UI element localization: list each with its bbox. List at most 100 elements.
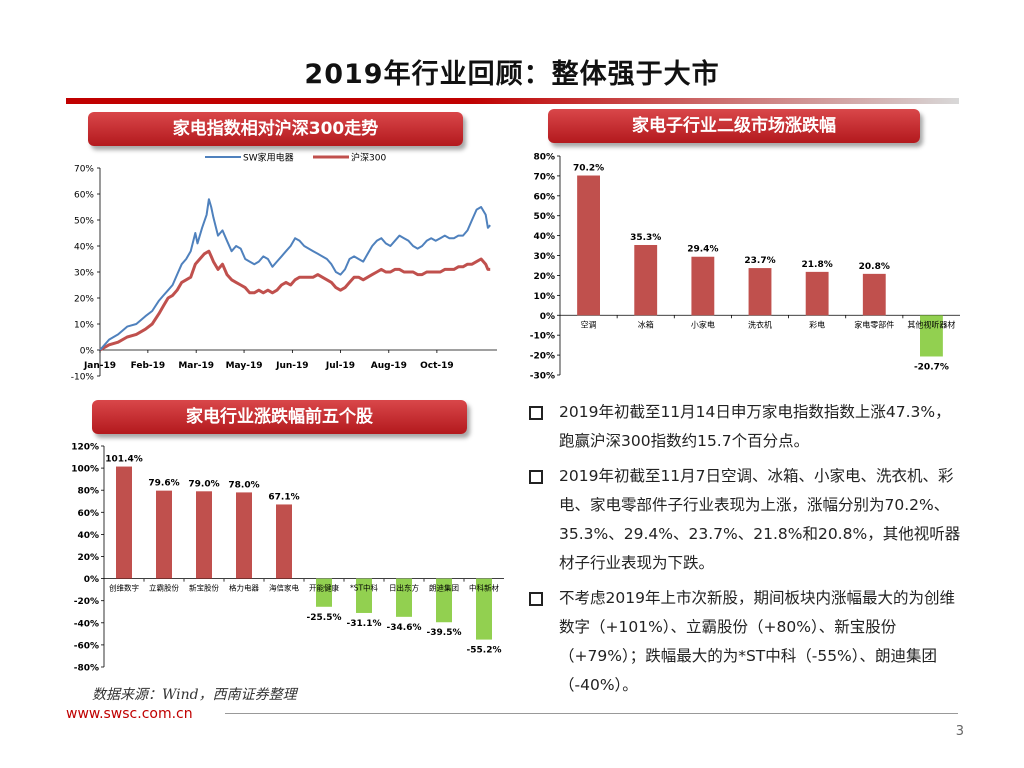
data-label: -31.1% bbox=[347, 619, 382, 629]
category-label: 其他视听器材 bbox=[907, 319, 955, 329]
category-label: 新宝股份 bbox=[189, 583, 219, 593]
category-label: 格力电器 bbox=[229, 583, 259, 593]
y-tick-label: 40% bbox=[533, 232, 555, 242]
bar bbox=[476, 578, 492, 640]
square-bullet-icon bbox=[529, 470, 543, 484]
category-label: 海信家电 bbox=[269, 583, 299, 593]
y-tick-label: -80% bbox=[74, 664, 99, 674]
legend-label: 沪深300 bbox=[351, 152, 386, 164]
y-tick-label: 50% bbox=[533, 212, 555, 222]
category-label: *ST中科 bbox=[350, 583, 379, 593]
x-tick-label: Jan-19 bbox=[83, 361, 116, 371]
category-label: 中科新材 bbox=[469, 583, 499, 593]
category-label: 小家电 bbox=[691, 319, 715, 329]
data-label: 20.8% bbox=[859, 262, 890, 272]
y-tick-label: -10% bbox=[530, 332, 555, 342]
data-label: 70.2% bbox=[573, 164, 604, 174]
data-label: 79.6% bbox=[148, 479, 179, 489]
x-tick-label: Aug-19 bbox=[371, 361, 407, 371]
data-label: 35.3% bbox=[630, 233, 661, 243]
category-label: 创维数字 bbox=[109, 583, 139, 593]
bar bbox=[691, 256, 715, 316]
category-label: 洗衣机 bbox=[748, 319, 772, 329]
y-tick-label: 0% bbox=[84, 575, 99, 585]
bar bbox=[805, 271, 829, 316]
x-tick-label: Mar-19 bbox=[178, 361, 214, 371]
y-tick-label: 20% bbox=[74, 295, 94, 305]
x-tick-label: May-19 bbox=[226, 361, 263, 371]
data-label: 78.0% bbox=[228, 480, 259, 490]
y-tick-label: 100% bbox=[71, 465, 99, 475]
y-tick-label: -20% bbox=[74, 597, 99, 607]
bar bbox=[396, 578, 412, 617]
category-label: 立霸股份 bbox=[149, 583, 179, 593]
bar bbox=[577, 175, 600, 316]
data-label: 29.4% bbox=[687, 245, 718, 255]
y-tick-label: 80% bbox=[533, 153, 555, 163]
y-tick-label: 60% bbox=[77, 509, 99, 519]
y-tick-label: 70% bbox=[74, 165, 94, 175]
y-tick-label: 60% bbox=[74, 191, 94, 201]
bar bbox=[748, 268, 772, 316]
y-tick-label: 40% bbox=[74, 243, 94, 253]
website-link[interactable]: www.swsc.com.cn bbox=[66, 706, 193, 722]
x-tick-label: Jun-19 bbox=[275, 361, 308, 371]
data-label: -25.5% bbox=[307, 613, 342, 623]
y-tick-label: 80% bbox=[77, 487, 99, 497]
series-line bbox=[99, 249, 491, 352]
data-source: 数据来源：Wind，西南证券整理 bbox=[92, 687, 297, 703]
bar bbox=[862, 273, 886, 316]
bullet-item: 不考虑2019年上市次新股，期间板块内涨幅最大的为创维数字（+101%）、立霸股… bbox=[525, 584, 965, 700]
line-chart: -10% 0% 10% 20% 30% 40% 50% 60% 70% Jan-19 Feb-19 M… bbox=[71, 152, 497, 383]
legend-label: SW家用电器 bbox=[243, 152, 294, 164]
category-label: 日出东方 bbox=[389, 583, 419, 593]
bar bbox=[276, 504, 292, 579]
banner-line-chart: 家电指数相对沪深300走势 bbox=[88, 112, 463, 146]
data-label: -34.6% bbox=[387, 623, 422, 633]
y-tick-label: 50% bbox=[74, 217, 94, 227]
y-tick-label: 40% bbox=[77, 531, 99, 541]
square-bullet-icon bbox=[529, 592, 543, 606]
y-tick-label: -20% bbox=[530, 352, 555, 362]
data-label: 79.0% bbox=[188, 479, 219, 489]
y-tick-label: 30% bbox=[533, 252, 555, 262]
y-tick-label: -60% bbox=[74, 641, 99, 651]
x-tick-label: Feb-19 bbox=[131, 361, 166, 371]
bar bbox=[156, 490, 172, 579]
data-label: -55.2% bbox=[467, 646, 502, 656]
category-label: 朗迪集团 bbox=[429, 583, 459, 593]
bar bbox=[196, 491, 212, 579]
y-tick-label: -40% bbox=[74, 619, 99, 629]
bullet-item: 2019年初截至11月14日申万家电指数指数上涨47.3%，跑赢沪深300指数约… bbox=[525, 398, 965, 456]
y-tick-label: 60% bbox=[533, 192, 555, 202]
series-line bbox=[99, 198, 491, 351]
bullet-text: 不考虑2019年上市次新股，期间板块内涨幅最大的为创维数字（+101%）、立霸股… bbox=[559, 589, 955, 694]
bar bbox=[116, 466, 132, 579]
category-label: 空调 bbox=[581, 319, 597, 329]
y-tick-label: 0% bbox=[540, 312, 555, 322]
top-stocks-bar-chart: -80% -60% -40% -20% 0% 20% 40% 60% 80% 100% 120% 10… bbox=[71, 443, 504, 674]
title-rule bbox=[66, 98, 959, 104]
category-label: 开能健康 bbox=[309, 583, 339, 593]
y-tick-label: 20% bbox=[533, 272, 555, 282]
data-label: 67.1% bbox=[268, 492, 299, 502]
banner-sub-industry: 家电子行业二级市场涨跌幅 bbox=[548, 109, 920, 143]
page-number: 3 bbox=[955, 724, 964, 739]
x-tick-label: Oct-19 bbox=[420, 361, 454, 371]
y-tick-label: 120% bbox=[71, 443, 99, 453]
data-label: 23.7% bbox=[744, 256, 775, 266]
sub-industry-bar-chart: -30% -20% -10% 0% 10% 20% 30% 40% 50% 60% 70% 80% 70… bbox=[530, 153, 960, 382]
category-label: 彩电 bbox=[809, 319, 825, 329]
bar bbox=[634, 244, 658, 316]
data-label: -20.7% bbox=[914, 362, 949, 372]
banner-top-stocks: 家电行业涨跌幅前五个股 bbox=[92, 400, 467, 434]
bar bbox=[436, 578, 452, 623]
data-label: 101.4% bbox=[105, 455, 143, 465]
y-tick-label: 0% bbox=[80, 347, 95, 357]
page-title: 2019年行业回顾：整体强于大市 bbox=[304, 59, 720, 90]
y-tick-label: 10% bbox=[74, 321, 94, 331]
category-label: 家电零部件 bbox=[854, 319, 894, 329]
y-tick-label: 30% bbox=[74, 269, 94, 279]
y-tick-label: -10% bbox=[71, 373, 95, 383]
bullet-list: 2019年初截至11月14日申万家电指数指数上涨47.3%，跑赢沪深300指数约… bbox=[525, 398, 965, 706]
